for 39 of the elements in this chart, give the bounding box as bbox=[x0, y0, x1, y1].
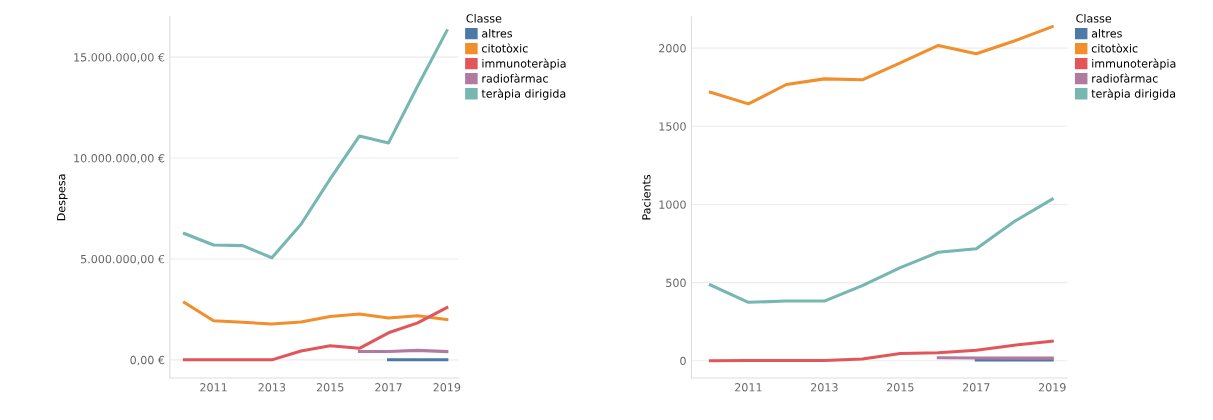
legend-label: altres bbox=[482, 29, 513, 38]
line-series bbox=[708, 339, 1054, 363]
legend-label: citotòxic bbox=[1091, 43, 1138, 53]
x-tick-label: 2019 bbox=[1038, 383, 1066, 392]
x-tick-label: 2015 bbox=[316, 383, 344, 392]
x-tick-label: 2011 bbox=[735, 383, 762, 392]
x-tick-label: 2019 bbox=[433, 383, 461, 392]
y-tick-label: 10.000.000,00 € bbox=[74, 154, 165, 164]
y-tick-label: 0 bbox=[680, 356, 686, 366]
y-tick-label: 1000 bbox=[659, 200, 686, 209]
y-axis-title: Despesa bbox=[57, 174, 68, 221]
line-series bbox=[182, 29, 449, 260]
legend-label: immunoteràpia bbox=[482, 58, 566, 70]
x-tick-label: 2011 bbox=[200, 383, 227, 392]
x-tick-label: 2017 bbox=[375, 383, 402, 392]
x-tick-label: 2013 bbox=[811, 383, 838, 392]
x-tick-label: 2013 bbox=[258, 383, 286, 392]
legend-label: immunoteràpia bbox=[1092, 58, 1176, 70]
legend-label: teràpia dirigida bbox=[1091, 88, 1176, 100]
y-tick-label: 15.000.000,00 € bbox=[74, 53, 165, 63]
y-tick-label: 2000 bbox=[659, 44, 686, 53]
legend-label: radiofàrmac bbox=[1092, 73, 1158, 83]
line-series bbox=[708, 25, 1054, 106]
legend-label: citotòxic bbox=[482, 43, 528, 53]
legend-title: Classe bbox=[466, 14, 502, 23]
legend-label: teràpia dirigida bbox=[481, 88, 566, 100]
x-tick-label: 2017 bbox=[962, 383, 990, 392]
y-tick-label: 1500 bbox=[659, 122, 686, 131]
line-series bbox=[182, 306, 449, 362]
y-tick-label: 5.000.000,00 € bbox=[81, 254, 165, 265]
y-axis-title: Pacients bbox=[641, 174, 651, 220]
legend-title: Classe bbox=[1076, 14, 1112, 23]
legend-label: radiofàrmac bbox=[482, 73, 548, 83]
line-series bbox=[182, 301, 449, 326]
y-tick-label: 0,00 € bbox=[130, 355, 165, 366]
legend-label: altres bbox=[1091, 29, 1122, 38]
y-tick-label: 500 bbox=[666, 278, 686, 287]
line-series bbox=[708, 197, 1054, 304]
x-tick-label: 2015 bbox=[886, 383, 914, 392]
